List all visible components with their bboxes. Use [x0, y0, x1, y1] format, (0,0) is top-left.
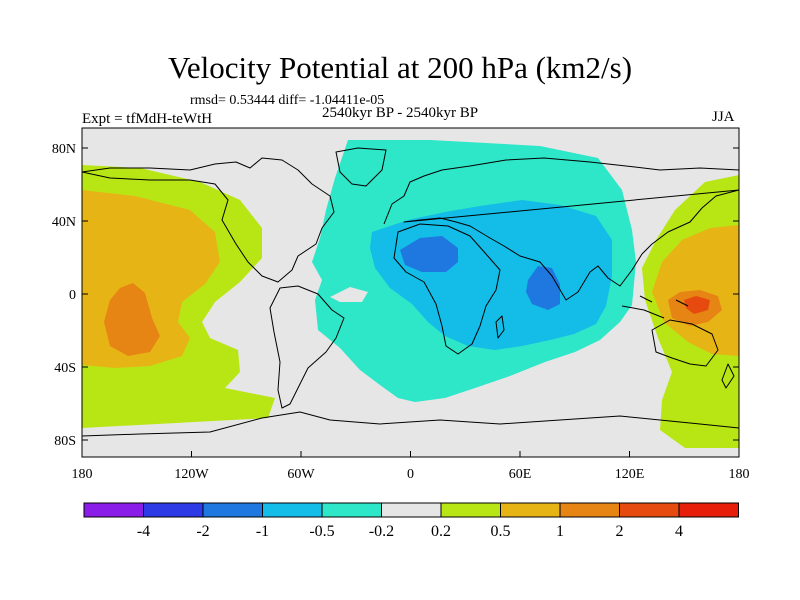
- colorbar-label: 4: [675, 523, 683, 540]
- experiment-label: Expt = tfMdH-teWtH: [82, 111, 213, 127]
- colorbar-box: [678, 502, 739, 518]
- coast-indonesia: [621, 295, 689, 319]
- colorbar-label: 1: [556, 523, 564, 540]
- coast-greenland: [335, 147, 387, 187]
- coast-madagascar: [495, 315, 505, 339]
- colorbar-box: [559, 502, 620, 518]
- colorbar-boxes: [83, 502, 739, 518]
- lon-label-180w: 180: [72, 467, 93, 482]
- colorbar-box: [440, 502, 501, 518]
- coast-africa: [393, 223, 501, 355]
- colorbar-label: -0.2: [369, 523, 394, 540]
- colorbar-label: -1: [256, 523, 269, 540]
- period-label: 2540kyr BP - 2540kyr BP: [322, 105, 479, 121]
- coast-antarctica: [82, 411, 739, 437]
- contour-pos-2-east: [684, 296, 710, 314]
- colorbar-box: [619, 502, 680, 518]
- notch-neutral: [330, 287, 368, 302]
- colorbar-label: -0.5: [309, 523, 334, 540]
- colorbar-box: [381, 502, 442, 518]
- contour-neg-1-indian: [526, 266, 560, 310]
- coast-eurasia: [383, 157, 739, 301]
- colorbar-box: [202, 502, 263, 518]
- colorbar-box: [143, 502, 204, 518]
- colorbar-label: -2: [196, 523, 209, 540]
- lat-label-40S: 40S: [54, 361, 76, 376]
- contour-pos-1-west: [104, 283, 160, 356]
- coast-australia: [651, 319, 719, 367]
- contour-neg-1-africa: [400, 236, 458, 272]
- colorbar-label: 0.5: [491, 523, 511, 540]
- coast-south-america: [269, 285, 345, 409]
- season-label: JJA: [712, 109, 735, 125]
- colorbar-box: [262, 502, 323, 518]
- contour-field: [82, 128, 739, 457]
- lat-labels: 80N 40N 0 40S 80S: [52, 142, 76, 449]
- axis-ticks: [81, 147, 740, 457]
- colorbar-label: 2: [616, 523, 624, 540]
- lat-label-0: 0: [69, 288, 76, 303]
- lon-label-120E: 120E: [615, 467, 645, 482]
- lon-label-60W: 60W: [287, 467, 315, 482]
- stats-line: rmsd= 0.53444 diff= -1.04411e-05: [190, 93, 385, 108]
- colorbar-label: 0.2: [431, 523, 451, 540]
- coast-new-zealand: [721, 363, 735, 389]
- lat-label-80N: 80N: [52, 142, 76, 157]
- lat-label-80S: 80S: [54, 434, 76, 449]
- coastlines: [82, 147, 739, 437]
- lon-label-180e: 180: [729, 467, 750, 482]
- lon-label-120W: 120W: [174, 467, 209, 482]
- colorbar-box: [500, 502, 561, 518]
- lon-label-60E: 60E: [509, 467, 532, 482]
- colorbar-label: -4: [137, 523, 150, 540]
- lat-label-40N: 40N: [52, 215, 76, 230]
- coast-north-america: [82, 157, 335, 283]
- colorbar: -4 -2 -1 -0.5 -0.2 0.2 0.5 1 2 4: [83, 502, 739, 540]
- colorbar-box: [321, 502, 382, 518]
- lon-labels: 180 120W 60W 0 60E 120E 180: [72, 467, 750, 482]
- map-title: Velocity Potential at 200 hPa (km2/s): [167, 50, 633, 85]
- colorbar-box: [83, 502, 144, 518]
- lon-label-0: 0: [407, 467, 414, 482]
- colorbar-labels: -4 -2 -1 -0.5 -0.2 0.2 0.5 1 2 4: [137, 523, 683, 540]
